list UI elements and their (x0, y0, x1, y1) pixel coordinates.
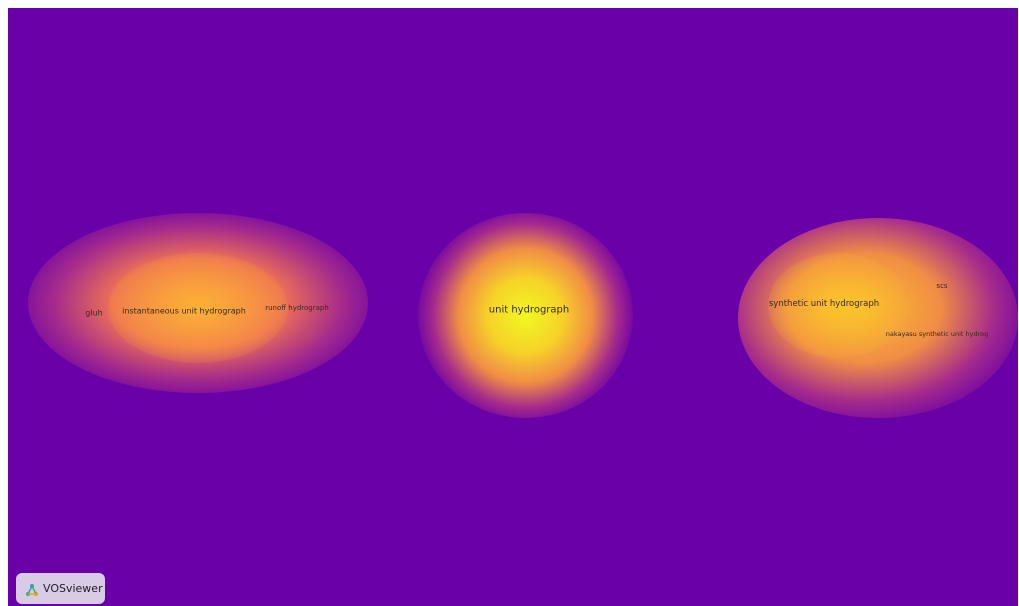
keyword-gluh[interactable]: gluh (85, 308, 103, 318)
keyword-nakayasu-synthetic-unit-hydrograph[interactable]: nakayasu synthetic unit hydrog (885, 330, 989, 338)
density-map-canvas[interactable]: gluh instantaneous unit hydrograph runof… (8, 8, 1018, 606)
vosviewer-logo-label: VOSviewer (43, 582, 103, 595)
keyword-synthetic-unit-hydrograph[interactable]: synthetic unit hydrograph (768, 299, 880, 309)
vosviewer-logo-button[interactable]: VOSviewer (16, 573, 105, 604)
keyword-instantaneous-unit-hydrograph[interactable]: instantaneous unit hydrograph (122, 306, 246, 316)
density-blob-center (418, 213, 633, 418)
density-blob-left-core (108, 253, 288, 363)
keyword-runoff-hydrograph[interactable]: runoff hydrograph (265, 304, 329, 312)
vosviewer-logo-icon (25, 582, 39, 596)
keyword-unit-hydrograph[interactable]: unit hydrograph (488, 304, 570, 316)
keyword-scs[interactable]: scs (936, 282, 948, 290)
density-blob-right-core (768, 253, 908, 358)
